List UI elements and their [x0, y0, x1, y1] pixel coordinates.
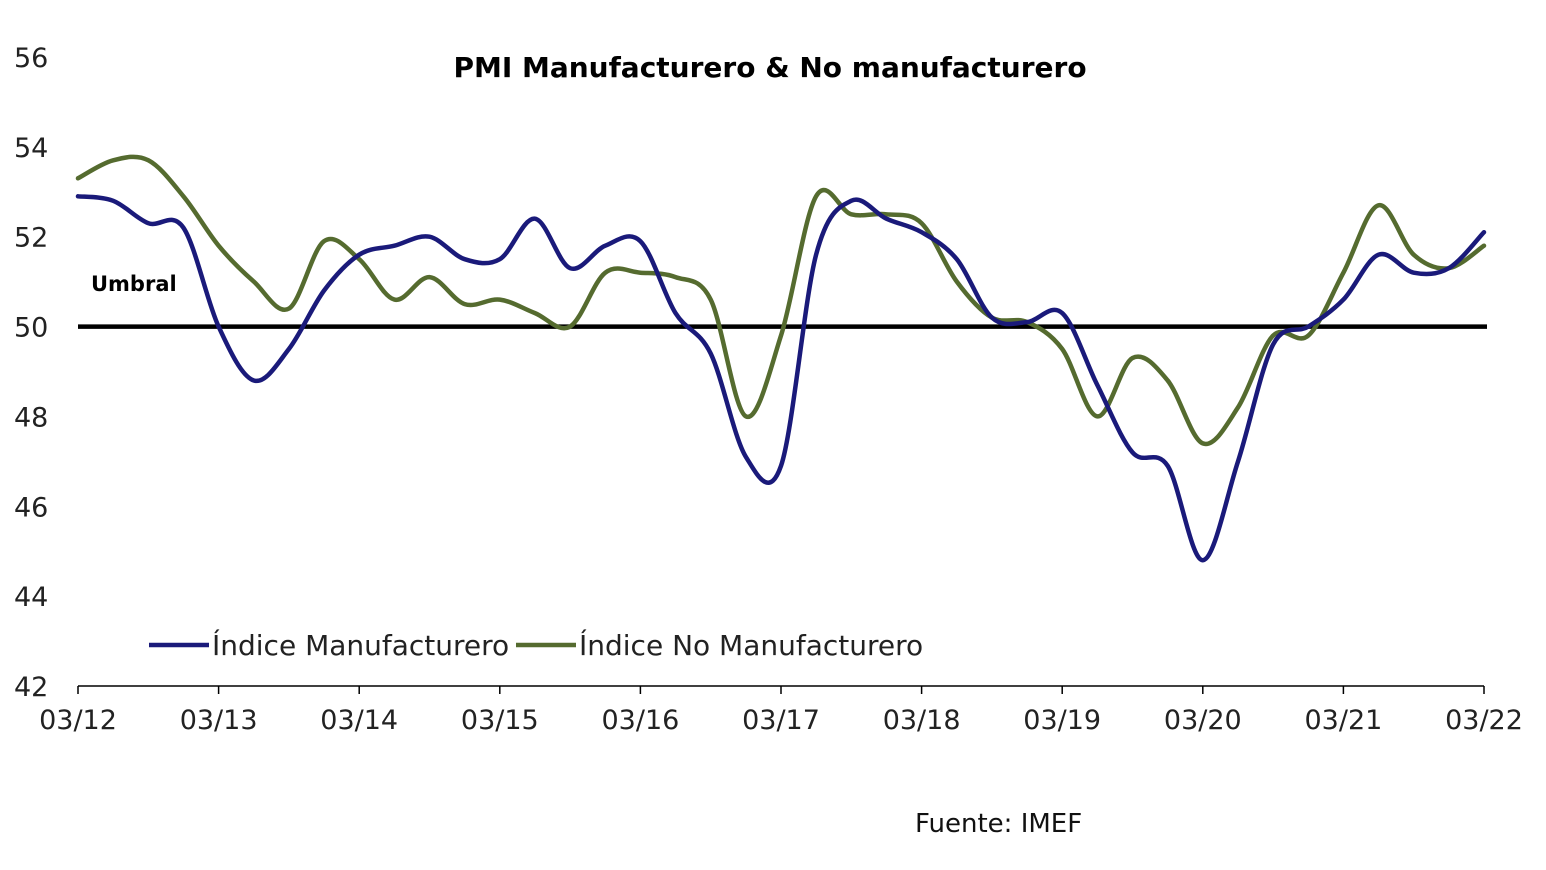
x-tick-label: 03/20 — [1164, 705, 1242, 736]
series-group — [75, 154, 1487, 563]
series-line-no-manufacturero — [75, 154, 1487, 447]
y-tick-label: 50 — [14, 313, 48, 344]
y-tick-label: 46 — [14, 492, 48, 523]
y-tick-label: 48 — [14, 402, 48, 433]
y-tick-label: 42 — [14, 672, 48, 703]
x-tick-label: 03/13 — [180, 705, 258, 736]
y-tick-label: 54 — [14, 133, 48, 164]
y-tick-label: 44 — [14, 582, 48, 613]
x-tick-label: 03/21 — [1304, 705, 1382, 736]
x-axis: 03/12 03/13 03/14 03/15 03/16 03/17 03/18 03/19… — [39, 685, 1523, 736]
y-tick-label: 52 — [14, 223, 48, 254]
y-axis: 42 44 46 48 50 52 54 56 — [14, 43, 48, 703]
source-note: Fuente: IMEF — [915, 809, 1082, 839]
threshold-label: Umbral — [91, 272, 177, 296]
y-tick-label: 56 — [14, 43, 48, 74]
x-tick-label: 03/18 — [883, 705, 961, 736]
legend-label: Índice Manufacturero — [212, 628, 509, 662]
x-tick-label: 03/19 — [1023, 705, 1101, 736]
threshold-group: Umbral — [78, 272, 1487, 329]
series-line-manufacturero — [75, 194, 1487, 563]
x-tick-label: 03/22 — [1445, 705, 1523, 736]
x-tick-label: 03/12 — [39, 705, 117, 736]
legend-label: Índice No Manufacturero — [579, 628, 923, 662]
chart-title: PMI Manufacturero & No manufacturero — [453, 51, 1086, 84]
x-tick-label: 03/15 — [461, 705, 539, 736]
legend: Índice Manufacturero Índice No Manufactur… — [149, 628, 923, 662]
x-tick-label: 03/14 — [320, 705, 398, 736]
x-tick-label: 03/17 — [742, 705, 820, 736]
x-tick-label: 03/16 — [601, 705, 679, 736]
